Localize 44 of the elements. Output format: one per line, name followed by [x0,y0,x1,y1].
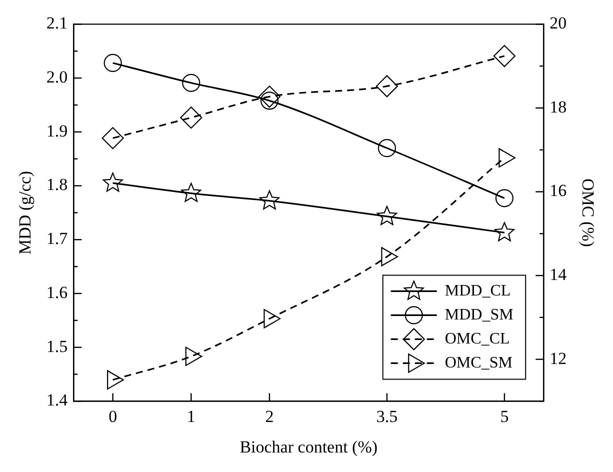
y2-tick-label: 14 [550,265,568,284]
y-tick-label: 1.6 [46,282,68,302]
legend-label: OMC_SM [444,354,512,372]
y-tick-label: 2.0 [46,68,68,87]
point [494,222,514,242]
x-tick-label: 1 [186,406,196,426]
x-axis-title: Biochar content (%) [240,437,378,456]
point [378,139,396,158]
point [102,172,123,192]
point [181,182,202,202]
point [376,75,398,98]
y2-tick-label: 18 [550,97,567,116]
point [381,247,398,266]
point [376,206,398,226]
x-tick-label: 5 [500,406,509,426]
x-tick-label: 3.5 [376,406,398,426]
point [102,127,124,150]
point [264,309,281,328]
y-axis-title: MDD (g/cc) [16,170,35,254]
legend-label: MDD_SM [444,306,514,324]
point [258,86,281,108]
point [498,148,516,168]
point [107,370,124,390]
legend-label: OMC_CL [444,330,510,348]
point [182,74,200,92]
y-tick-label: 1.4 [46,390,68,410]
point [185,346,202,366]
y-tick-label: 1.9 [46,121,68,140]
y2-tick-label: 20 [550,14,567,33]
x-tick-label: 2 [265,406,274,426]
point [259,190,280,210]
point [180,106,202,129]
y-tick-label: 1.8 [46,175,68,194]
y2-tick-label: 16 [550,181,567,200]
y-tick-label: 2.1 [46,14,68,33]
point [104,54,122,72]
y-tick-label: 1.5 [46,336,68,356]
point [495,189,514,208]
x-tick-label: 0 [108,406,118,426]
y2-tick-label: 12 [550,348,567,368]
y-tick-label: 1.7 [46,229,68,248]
y2-axis-title: OMC (%) [578,178,598,247]
legend-label: MDD_CL [444,282,511,300]
point [493,44,516,68]
